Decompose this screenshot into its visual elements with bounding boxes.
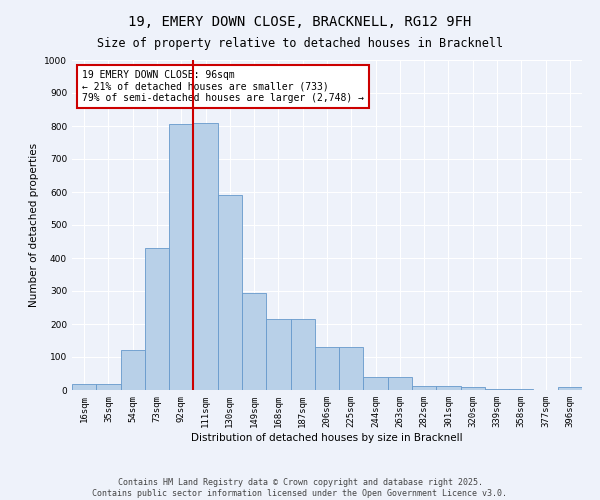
Bar xyxy=(242,292,266,390)
Bar xyxy=(290,319,315,390)
Bar xyxy=(96,384,121,390)
Bar xyxy=(412,386,436,390)
Bar xyxy=(364,377,388,390)
Bar xyxy=(145,248,169,390)
Bar xyxy=(121,350,145,390)
Text: Contains HM Land Registry data © Crown copyright and database right 2025.
Contai: Contains HM Land Registry data © Crown c… xyxy=(92,478,508,498)
Bar xyxy=(193,122,218,390)
Bar xyxy=(169,124,193,390)
Bar xyxy=(558,388,582,390)
Bar xyxy=(218,196,242,390)
Bar xyxy=(315,347,339,390)
Bar xyxy=(436,386,461,390)
Bar xyxy=(339,347,364,390)
Text: 19 EMERY DOWN CLOSE: 96sqm
← 21% of detached houses are smaller (733)
79% of sem: 19 EMERY DOWN CLOSE: 96sqm ← 21% of deta… xyxy=(82,70,364,103)
Bar xyxy=(266,319,290,390)
Bar xyxy=(72,384,96,390)
Bar xyxy=(388,377,412,390)
X-axis label: Distribution of detached houses by size in Bracknell: Distribution of detached houses by size … xyxy=(191,432,463,442)
Y-axis label: Number of detached properties: Number of detached properties xyxy=(29,143,38,307)
Text: Size of property relative to detached houses in Bracknell: Size of property relative to detached ho… xyxy=(97,38,503,51)
Text: 19, EMERY DOWN CLOSE, BRACKNELL, RG12 9FH: 19, EMERY DOWN CLOSE, BRACKNELL, RG12 9F… xyxy=(128,15,472,29)
Bar xyxy=(461,386,485,390)
